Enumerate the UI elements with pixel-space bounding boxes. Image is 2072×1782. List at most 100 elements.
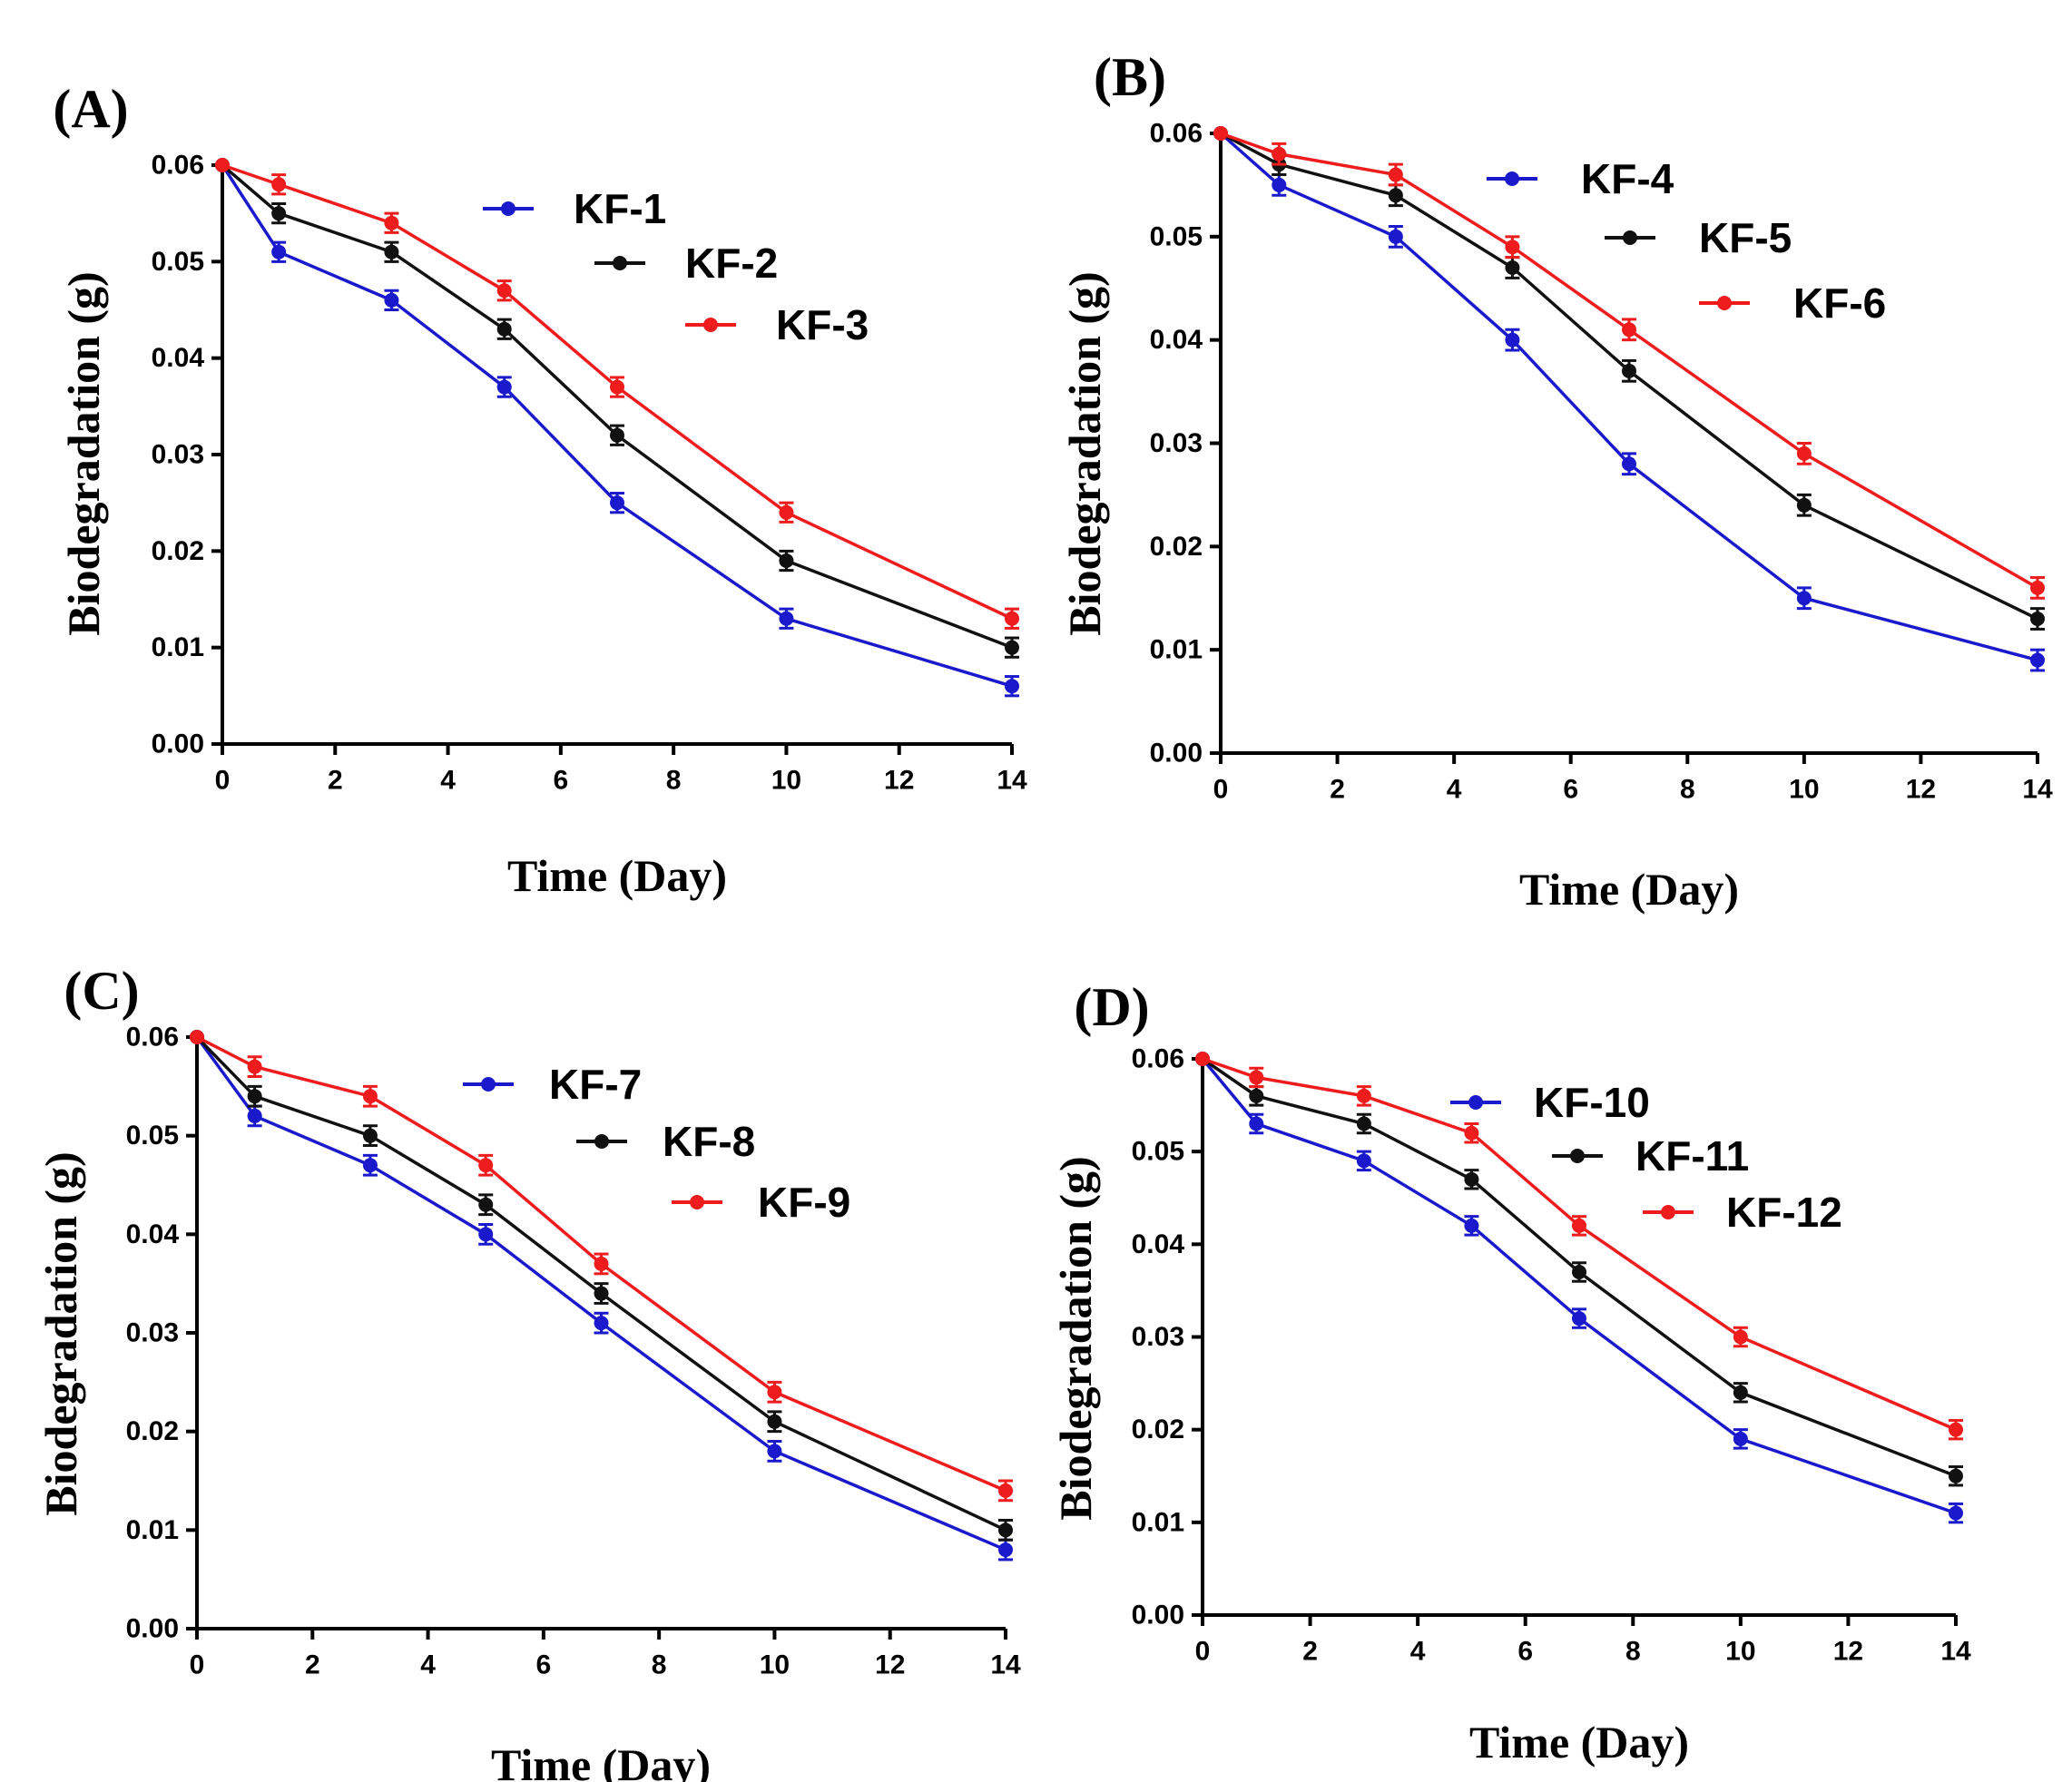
panel-label: (D): [1074, 977, 1149, 1037]
data-point: [384, 215, 399, 230]
y-tick-label: 0.00: [1150, 739, 1203, 769]
x-tick-label: 12: [1906, 775, 1936, 805]
data-point: [1356, 1153, 1371, 1169]
legend-label: KF-2: [685, 240, 778, 287]
data-point: [1796, 591, 1812, 606]
data-point: [1733, 1431, 1748, 1446]
data-point: [767, 1444, 782, 1459]
x-tick-label: 14: [2022, 775, 2053, 805]
data-point: [1572, 1218, 1586, 1233]
data-point: [2030, 612, 2045, 627]
legend-entry-kf-9: KF-9: [672, 1179, 850, 1226]
series-kf-3: [215, 158, 1019, 630]
legend-label: KF-3: [776, 301, 869, 348]
x-tick-label: 14: [997, 766, 1027, 796]
legend-entry-kf-5: KF-5: [1605, 214, 1792, 261]
legend-label: KF-12: [1726, 1189, 1842, 1236]
data-point: [594, 1256, 609, 1271]
legend-label: KF-10: [1534, 1079, 1650, 1126]
x-tick-label: 0: [1195, 1637, 1211, 1667]
data-point: [998, 1483, 1013, 1498]
x-tick-label: 0: [190, 1650, 205, 1680]
data-point: [478, 1158, 494, 1173]
y-tick-label: 0.01: [152, 632, 204, 662]
data-point: [496, 283, 512, 299]
y-tick-label: 0.04: [1132, 1229, 1185, 1259]
data-point: [1005, 640, 1019, 655]
x-tick-label: 12: [884, 766, 914, 796]
data-point: [998, 1542, 1013, 1558]
data-point: [1949, 1422, 1963, 1437]
legend-entry-kf-2: KF-2: [594, 240, 778, 287]
x-tick-label: 4: [1410, 1637, 1426, 1667]
x-tick-label: 14: [990, 1650, 1021, 1680]
y-tick-label: 0.03: [152, 440, 204, 470]
data-point: [1796, 497, 1812, 513]
x-tick-label: 4: [420, 1650, 436, 1680]
data-point: [1733, 1385, 1748, 1400]
series-line: [1201, 1057, 1957, 1515]
series-kf-2: [215, 158, 1019, 659]
x-tick-label: 6: [1563, 775, 1578, 805]
legend-marker: [481, 1077, 496, 1092]
legend-entry-kf-10: KF-10: [1450, 1079, 1650, 1126]
data-point: [1272, 177, 1287, 192]
x-tick-label: 4: [1447, 775, 1462, 805]
data-point: [779, 611, 794, 626]
data-point: [779, 553, 794, 568]
y-tick-label: 0.00: [1132, 1601, 1184, 1630]
y-tick-label: 0.06: [152, 151, 204, 181]
x-tick-label: 2: [328, 766, 343, 796]
series-kf-10: [1195, 1052, 1963, 1524]
series-kf-1: [215, 158, 1019, 698]
legend-entry-kf-7: KF-7: [463, 1061, 642, 1108]
data-point: [1796, 446, 1812, 461]
series-kf-7: [190, 1030, 1013, 1562]
data-point: [384, 292, 399, 308]
x-tick-label: 14: [1940, 1637, 1971, 1667]
legend-label: KF-7: [549, 1061, 642, 1108]
data-point: [2030, 652, 2045, 668]
data-point: [610, 427, 624, 443]
legend-marker: [1623, 230, 1637, 245]
data-point: [779, 504, 794, 520]
y-tick-label: 0.03: [126, 1318, 179, 1348]
y-tick-label: 0.02: [126, 1416, 179, 1446]
legend-label: KF-1: [574, 185, 666, 232]
y-tick-label: 0.06: [126, 1023, 179, 1053]
y-axis-title: Biodegradation (g): [58, 271, 109, 635]
legend-label: KF-11: [1635, 1132, 1749, 1180]
legend-entry-kf-8: KF-8: [576, 1118, 755, 1165]
data-point: [1572, 1311, 1586, 1327]
data-point: [1505, 332, 1520, 348]
data-point: [1464, 1171, 1479, 1187]
legend-marker: [1468, 1095, 1483, 1110]
x-tick-label: 6: [1517, 1637, 1533, 1667]
data-point: [1005, 611, 1019, 626]
x-tick-label: 10: [760, 1650, 790, 1680]
legend-marker: [594, 1134, 609, 1149]
x-tick-label: 2: [1330, 775, 1345, 805]
data-point: [1356, 1116, 1371, 1131]
legend-marker: [703, 318, 718, 332]
series-kf-4: [1213, 126, 2045, 672]
data-point: [1272, 146, 1287, 162]
legend-label: KF-9: [758, 1179, 850, 1226]
y-tick-label: 0.01: [1132, 1507, 1184, 1537]
legend-label: KF-8: [663, 1118, 755, 1165]
x-axis-title: Time (Day): [491, 1739, 711, 1782]
panel-label: (A): [53, 79, 128, 139]
legend-entry-kf-3: KF-3: [685, 301, 869, 348]
series-line: [221, 163, 1013, 650]
x-tick-label: 10: [771, 766, 801, 796]
y-tick-label: 0.01: [1150, 635, 1203, 665]
y-tick-label: 0.05: [1132, 1137, 1184, 1167]
data-point: [1249, 1116, 1264, 1131]
y-tick-label: 0.04: [1150, 325, 1203, 355]
x-tick-label: 8: [1680, 775, 1695, 805]
chart-panel-4: (D) 0 2 4 6 8 10 12 14 0.00 0.01 0.02 0.03 0.04 0.05 0.…: [1050, 977, 1971, 1767]
data-point: [1213, 126, 1228, 141]
data-point: [247, 1089, 262, 1104]
data-point: [610, 495, 624, 511]
